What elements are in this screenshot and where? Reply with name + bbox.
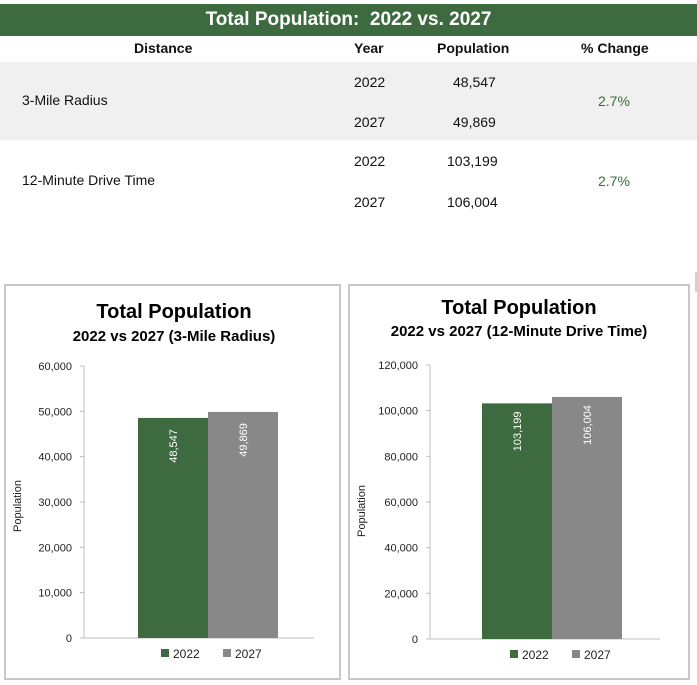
chart-3-mile-radius: Total Population 2022 vs 2027 (3-Mile Ra…	[12, 301, 314, 661]
row-population: 106,004	[447, 194, 498, 210]
y-tick-label: 40,000	[38, 452, 72, 464]
header-distance: Distance	[134, 40, 193, 56]
chart-12-minute-drive: Total Population 2022 vs 2027 (12-Minute…	[356, 297, 660, 662]
y-tick-label: 20,000	[384, 588, 418, 600]
row-distance: 3-Mile Radius	[22, 92, 108, 108]
y-tick-label: 120,000	[378, 360, 418, 372]
row-change: 2.7%	[598, 93, 630, 109]
data-label: 106,004	[582, 405, 594, 445]
legend-swatch	[510, 650, 518, 658]
y-tick-label: 10,000	[38, 588, 72, 600]
y-tick-label: 0	[66, 633, 72, 645]
y-tick-label: 60,000	[38, 361, 72, 373]
chart-subtitle: 2022 vs 2027 (12-Minute Drive Time)	[391, 323, 648, 340]
bar-2022	[138, 417, 208, 638]
chart-panel-3-mile: Total Population 2022 vs 2027 (3-Mile Ra…	[4, 284, 341, 680]
header-change: % Change	[581, 40, 649, 56]
data-label: 49,869	[238, 423, 250, 457]
y-tick-label: 80,000	[384, 451, 418, 463]
y-tick-label: 30,000	[38, 497, 72, 509]
table-title: Total Population: 2022 vs. 2027	[0, 4, 697, 36]
header-population: Population	[437, 40, 510, 56]
y-tick-label: 0	[412, 634, 418, 646]
row-year: 2027	[354, 194, 386, 210]
legend-swatch	[161, 649, 169, 657]
legend-swatch	[572, 650, 580, 658]
row-population: 103,199	[447, 153, 498, 169]
y-tick-label: 100,000	[378, 406, 418, 418]
chart-title: Total Population	[441, 297, 596, 319]
bar-2022	[482, 403, 552, 639]
row-population: 49,869	[453, 114, 496, 130]
y-tick-label: 50,000	[38, 406, 72, 418]
y-tick-label: 60,000	[384, 497, 418, 509]
y-tick-label: 40,000	[384, 543, 418, 555]
legend-entry: 2027	[584, 648, 611, 662]
y-axis-label: Population	[356, 485, 368, 537]
row-year: 2022	[354, 74, 386, 90]
y-axis-label: Population	[12, 480, 24, 532]
row-year: 2027	[354, 114, 386, 130]
row-change: 2.7%	[598, 173, 630, 189]
header-year: Year	[354, 40, 384, 56]
data-label: 48,547	[168, 429, 180, 463]
table-row	[0, 62, 697, 140]
data-label: 103,199	[512, 411, 524, 451]
row-distance: 12-Minute Drive Time	[22, 172, 156, 188]
row-population: 48,547	[453, 74, 496, 90]
legend-entry: 2022	[522, 648, 549, 662]
row-year: 2022	[354, 153, 386, 169]
chart-title: Total Population	[96, 301, 251, 323]
bar-2027	[552, 396, 622, 639]
chart-subtitle: 2022 vs 2027 (3-Mile Radius)	[73, 328, 276, 345]
y-tick-label: 20,000	[38, 542, 72, 554]
bar-2027	[208, 411, 278, 638]
legend-entry: 2027	[235, 647, 262, 661]
cell-gridline	[695, 272, 697, 292]
chart-panel-12-minute: Total Population 2022 vs 2027 (12-Minute…	[348, 284, 690, 680]
legend-entry: 2022	[173, 647, 200, 661]
legend-swatch	[223, 649, 231, 657]
